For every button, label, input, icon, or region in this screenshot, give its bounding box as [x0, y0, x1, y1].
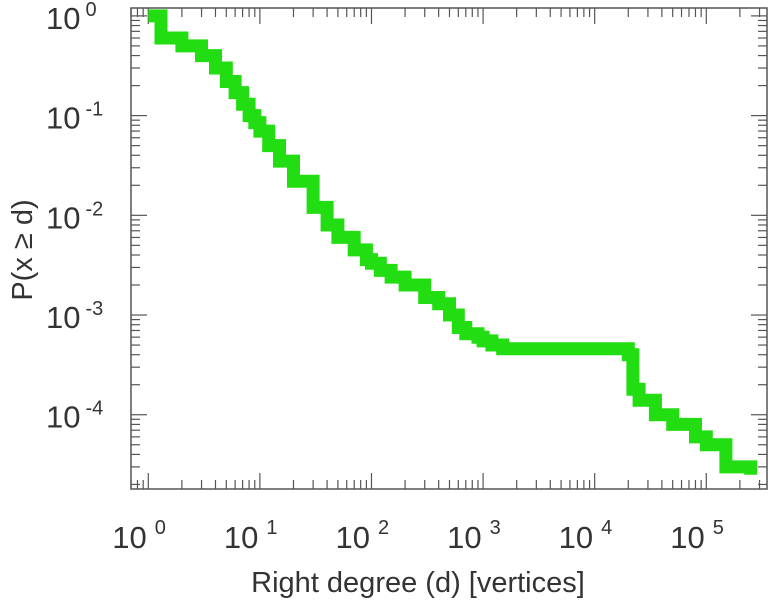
x-tick-label: 10 3: [447, 517, 501, 555]
minor-ticks: [130, 8, 767, 489]
y-tick-label: 10 -4: [46, 398, 103, 435]
major-ticks: [131, 8, 767, 489]
y-tick-label: 10 -1: [46, 99, 103, 136]
x-tick-label: 10 1: [224, 517, 278, 555]
y-tick-label: 10 0: [46, 0, 97, 36]
x-tick-label: 10 4: [559, 517, 613, 555]
y-axis-title: P(x ≥ d): [7, 199, 39, 300]
x-axis-title: Right degree (d) [vertices]: [251, 567, 585, 599]
x-tick-label: 10 2: [335, 517, 389, 555]
x-tick-label: 10 0: [112, 517, 166, 555]
series-line: [148, 9, 758, 475]
y-tick-label: 10 -3: [46, 298, 103, 335]
x-tick-labels: 10 0 10 1 10 2 10 3 10 4 10 5: [112, 517, 724, 555]
x-tick-label: 10 5: [670, 517, 724, 555]
y-tick-label: 10 -2: [46, 198, 103, 235]
